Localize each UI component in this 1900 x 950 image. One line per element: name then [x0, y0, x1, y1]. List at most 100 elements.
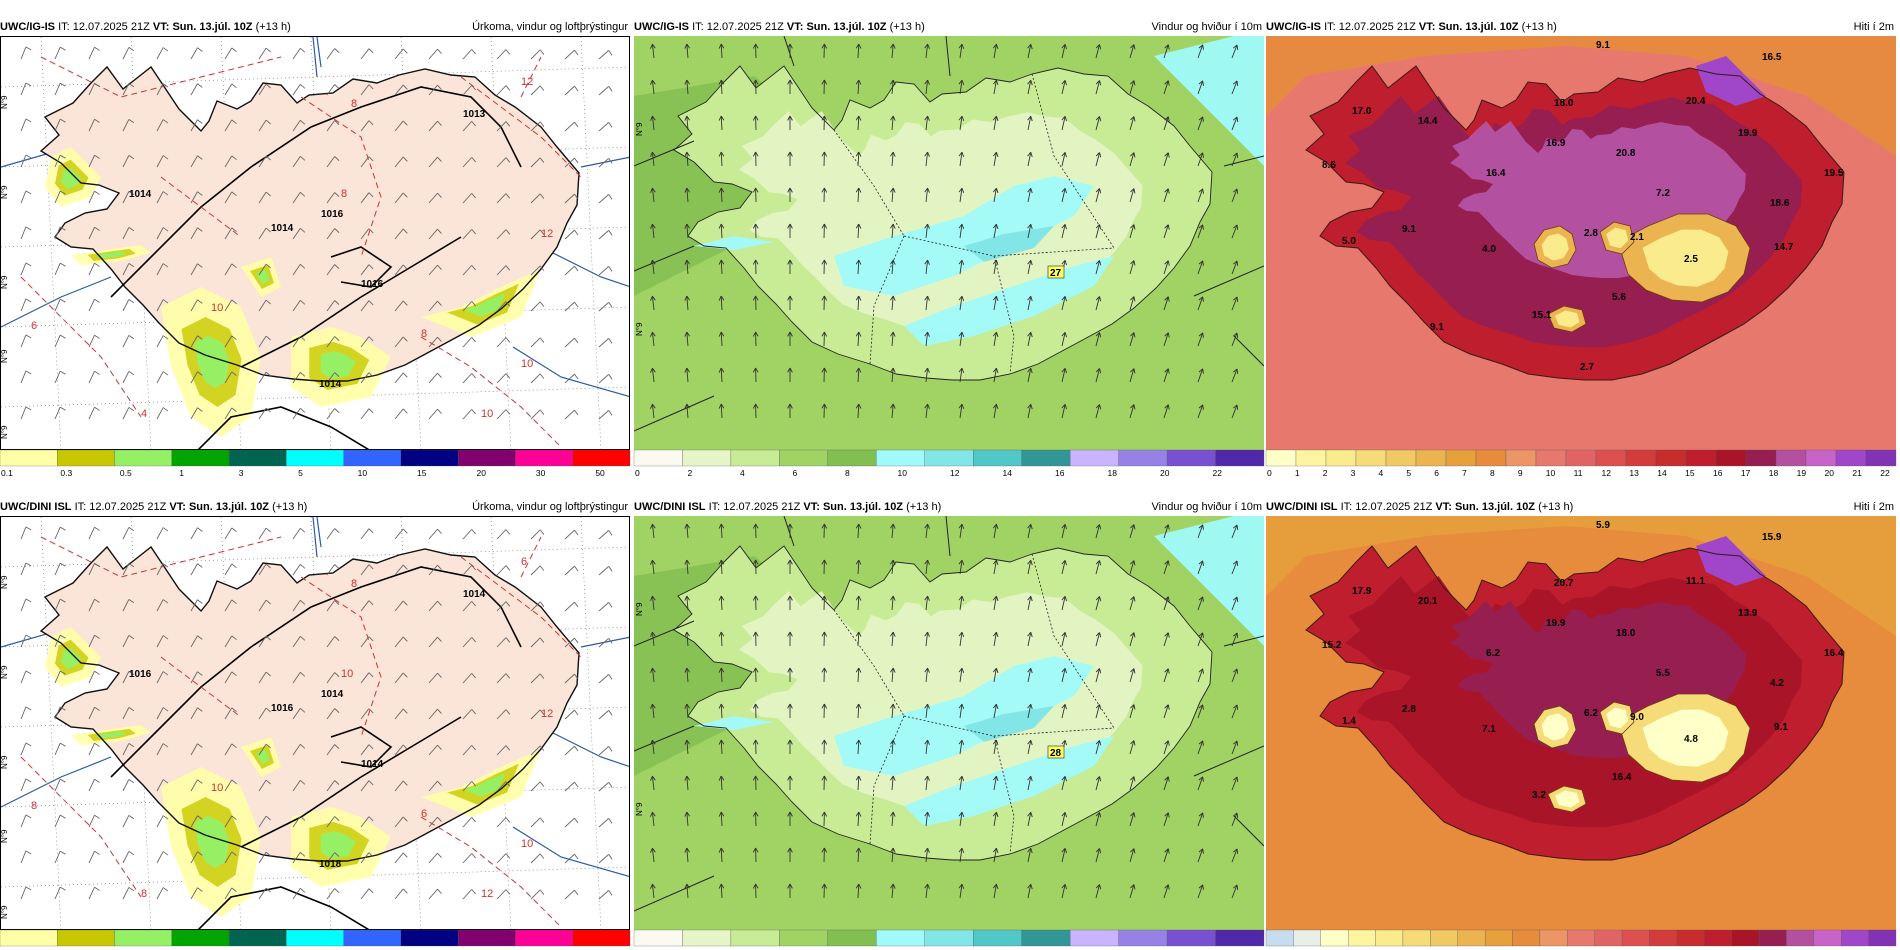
wind-barb [265, 743, 271, 749]
map-area[interactable]: 9.1 16.5 17.0 14.4 18.0 20.4 8.6 16.9 20.8 19.9 16… [1266, 36, 1896, 450]
region-boundary [869, 235, 905, 365]
wind-vector [20, 118, 27, 132]
vt-label: VT: [152, 21, 170, 33]
legend-swatch [1813, 929, 1842, 947]
temperature-label: 18.0 [1616, 628, 1636, 639]
wind-arrowhead [892, 187, 896, 193]
wind-arrowhead [1130, 44, 1135, 49]
legend-tick-label: 2 [688, 468, 693, 478]
wind-vector [292, 744, 301, 756]
wind-vector [394, 564, 404, 576]
wind-arrowhead [995, 224, 999, 230]
map-area[interactable]: 5.9 15.9 17.9 20.1 20.7 11.1 15.2 19.9 18.0 13.9 6… [1266, 516, 1896, 930]
wind-arrowhead [787, 187, 791, 193]
wind-arrowhead [1061, 884, 1066, 889]
wind-vector [258, 887, 267, 900]
wind-barb [59, 190, 66, 195]
wind-vector [88, 527, 95, 540]
wind-arrowhead [1095, 704, 1100, 709]
wind-arrowhead [958, 295, 963, 301]
gust-area [964, 706, 1054, 742]
wind-arrowhead [720, 367, 725, 373]
latitude-label: N°9 [1, 665, 9, 679]
wind-vector [1197, 668, 1204, 683]
wind-vector [530, 673, 541, 684]
wind-vector [156, 227, 164, 240]
legend-tick-label: 2 [1323, 468, 1328, 478]
wind-arrowhead [1061, 560, 1066, 565]
map-area[interactable]: 1013101410141014101610161288106101210844… [0, 36, 630, 450]
legend-swatch [1348, 929, 1376, 947]
wind-vector [959, 560, 963, 575]
wind-vector [686, 776, 689, 791]
wind-barb [300, 335, 306, 341]
region-boundary [833, 609, 905, 717]
wind-vector-field [20, 526, 613, 900]
wind-arrowhead [1095, 560, 1100, 565]
wind-barb [231, 83, 237, 89]
map-area[interactable]: 28 N°9 N°9 [634, 516, 1264, 930]
map-svg: 5.915.917.920.120.7 11.115.219.918.013.96… [1266, 516, 1896, 930]
wind-vector [54, 46, 61, 60]
wind-barb [265, 335, 271, 341]
wind-vector [1129, 152, 1135, 167]
isobar-label: 1014 [463, 589, 486, 600]
wind-arrowhead [855, 559, 860, 565]
wind-barb [437, 192, 442, 198]
legend-tick-label: 12 [950, 948, 960, 950]
wind-barb [231, 119, 237, 125]
wind-vector [651, 812, 655, 827]
wind-vector [686, 296, 689, 311]
wind-vector [651, 668, 655, 683]
projection-line [634, 140, 695, 167]
wind-arrowhead [1164, 188, 1169, 193]
wind-vector [925, 884, 929, 899]
wind-vector [1061, 668, 1066, 683]
wind-barb [608, 374, 613, 380]
wind-arrowhead [1133, 668, 1136, 674]
wind-arrowhead [1167, 296, 1170, 302]
wind-vector [1163, 560, 1169, 575]
wind-arrowhead [1167, 560, 1170, 566]
wind-arrowhead [1232, 188, 1238, 193]
temperature-label: 20.1 [1418, 596, 1438, 607]
wind-barb [94, 598, 100, 603]
isobar-label: 1014 [271, 223, 294, 234]
wind-arrowhead [787, 775, 791, 781]
legend-swatch [57, 929, 115, 947]
map-area[interactable]: 1014101610161018101410146810128101210681… [0, 516, 630, 930]
wind-arrowhead [1030, 116, 1033, 122]
wind-barb [197, 155, 203, 160]
wind-arrowhead [821, 667, 825, 673]
wind-barb [608, 782, 613, 788]
legend-swatch [730, 929, 780, 947]
wind-barb [505, 565, 511, 571]
wind-arrowhead [1167, 188, 1170, 194]
wind-vector [564, 301, 575, 312]
wind-arrowhead [686, 847, 690, 853]
wind-barb [231, 227, 237, 233]
wind-vector [686, 224, 689, 239]
wind-arrowhead [752, 775, 757, 781]
wind-arrowhead [718, 631, 722, 637]
temperature-label: 15.9 [1762, 532, 1782, 543]
wind-arrowhead [892, 331, 896, 337]
legend-swatch [1445, 449, 1477, 467]
wind-barb [334, 816, 340, 821]
wind-vector [258, 371, 267, 384]
wind-barb [197, 83, 203, 88]
wind-barb [128, 563, 135, 568]
wind-vector [360, 888, 370, 900]
projection-line [634, 245, 695, 272]
legend-tick-label: 3 [239, 468, 244, 478]
wind-vector [1197, 884, 1204, 899]
wind-barb [334, 300, 340, 305]
wind-barb [437, 888, 442, 894]
iceland-coastline [39, 545, 580, 862]
wind-arrowhead [1099, 524, 1102, 530]
map-area[interactable]: 27 N°9 N°9 [634, 36, 1264, 450]
wind-barb [368, 192, 374, 198]
precip-area-heavy [61, 647, 81, 669]
wind-arrowhead [1133, 848, 1136, 854]
wind-barb [471, 781, 476, 787]
